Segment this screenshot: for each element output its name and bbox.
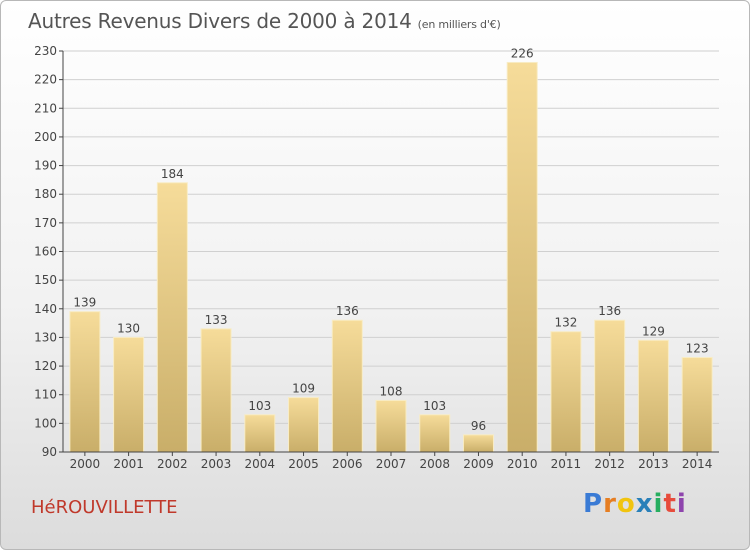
x-tick-label: 2011	[551, 457, 582, 471]
bar	[200, 328, 232, 453]
x-tick-label: 2001	[113, 457, 144, 471]
y-tick-label: 210	[34, 101, 57, 115]
x-tick-label: 2004	[245, 457, 276, 471]
brand-letter: i	[653, 489, 664, 519]
chart-title: Autres Revenus Divers de 2000 à 2014 (en …	[28, 9, 501, 33]
bar-value-label: 136	[598, 304, 621, 318]
bar	[637, 339, 669, 453]
y-tick-label: 180	[34, 187, 57, 201]
brand-letter: x	[635, 489, 654, 519]
x-tick-label: 2000	[70, 457, 101, 471]
bar-value-label: 133	[205, 313, 228, 327]
brand-logo: Proxiti	[583, 489, 687, 519]
y-tick-label: 140	[34, 302, 57, 316]
x-tick-label: 2014	[682, 457, 713, 471]
y-tick-label: 110	[34, 388, 57, 402]
y-tick-label: 170	[34, 216, 57, 230]
town-name: HéROUVILLETTE	[31, 497, 178, 518]
y-tick-label: 230	[34, 44, 57, 58]
x-tick-label: 2002	[157, 457, 188, 471]
bar-value-label: 184	[161, 167, 184, 181]
bar-value-label: 139	[73, 296, 96, 310]
y-tick-label: 190	[34, 159, 57, 173]
bar	[288, 397, 320, 453]
bar	[69, 311, 101, 453]
y-tick-label: 200	[34, 130, 57, 144]
x-tick-label: 2012	[594, 457, 625, 471]
bar-value-label: 96	[471, 419, 486, 433]
brand-letter: i	[676, 489, 687, 519]
bar-value-label: 136	[336, 304, 359, 318]
brand-letter: t	[663, 489, 677, 519]
bar	[419, 414, 451, 453]
bar	[156, 182, 188, 453]
bar-value-label: 103	[423, 399, 446, 413]
x-tick-label: 2007	[376, 457, 407, 471]
bar-value-label: 132	[554, 316, 577, 330]
y-tick-label: 120	[34, 359, 57, 373]
bar	[244, 414, 276, 453]
bar	[331, 319, 363, 453]
brand-letter: P	[583, 489, 604, 519]
bar	[375, 399, 407, 453]
bar-value-label: 103	[248, 399, 271, 413]
bar	[462, 434, 494, 453]
brand-letter: r	[603, 489, 617, 519]
x-tick-label: 2008	[419, 457, 450, 471]
bar-value-label: 226	[511, 46, 534, 60]
x-tick-label: 2006	[332, 457, 363, 471]
bar	[506, 61, 538, 453]
bar-value-label: 129	[642, 324, 665, 338]
bar-value-label: 108	[380, 384, 403, 398]
brand-letter: o	[616, 489, 636, 519]
y-tick-label: 90	[42, 445, 57, 459]
chart-title-text: Autres Revenus Divers de 2000 à 2014	[28, 9, 412, 33]
bar	[113, 336, 145, 453]
bar-value-label: 123	[686, 341, 709, 355]
y-tick-label: 160	[34, 245, 57, 259]
bar	[594, 319, 626, 453]
x-tick-label: 2013	[638, 457, 669, 471]
y-tick-label: 130	[34, 330, 57, 344]
y-tick-label: 150	[34, 273, 57, 287]
bar	[550, 331, 582, 453]
x-tick-label: 2010	[507, 457, 538, 471]
bar-value-label: 109	[292, 382, 315, 396]
x-tick-label: 2003	[201, 457, 232, 471]
y-tick-label: 100	[34, 416, 57, 430]
bar-value-label: 130	[117, 321, 140, 335]
y-tick-label: 220	[34, 73, 57, 87]
bar	[681, 356, 713, 453]
x-tick-label: 2009	[463, 457, 494, 471]
chart-subtitle: (en milliers d'€)	[417, 18, 501, 31]
x-tick-label: 2005	[288, 457, 319, 471]
